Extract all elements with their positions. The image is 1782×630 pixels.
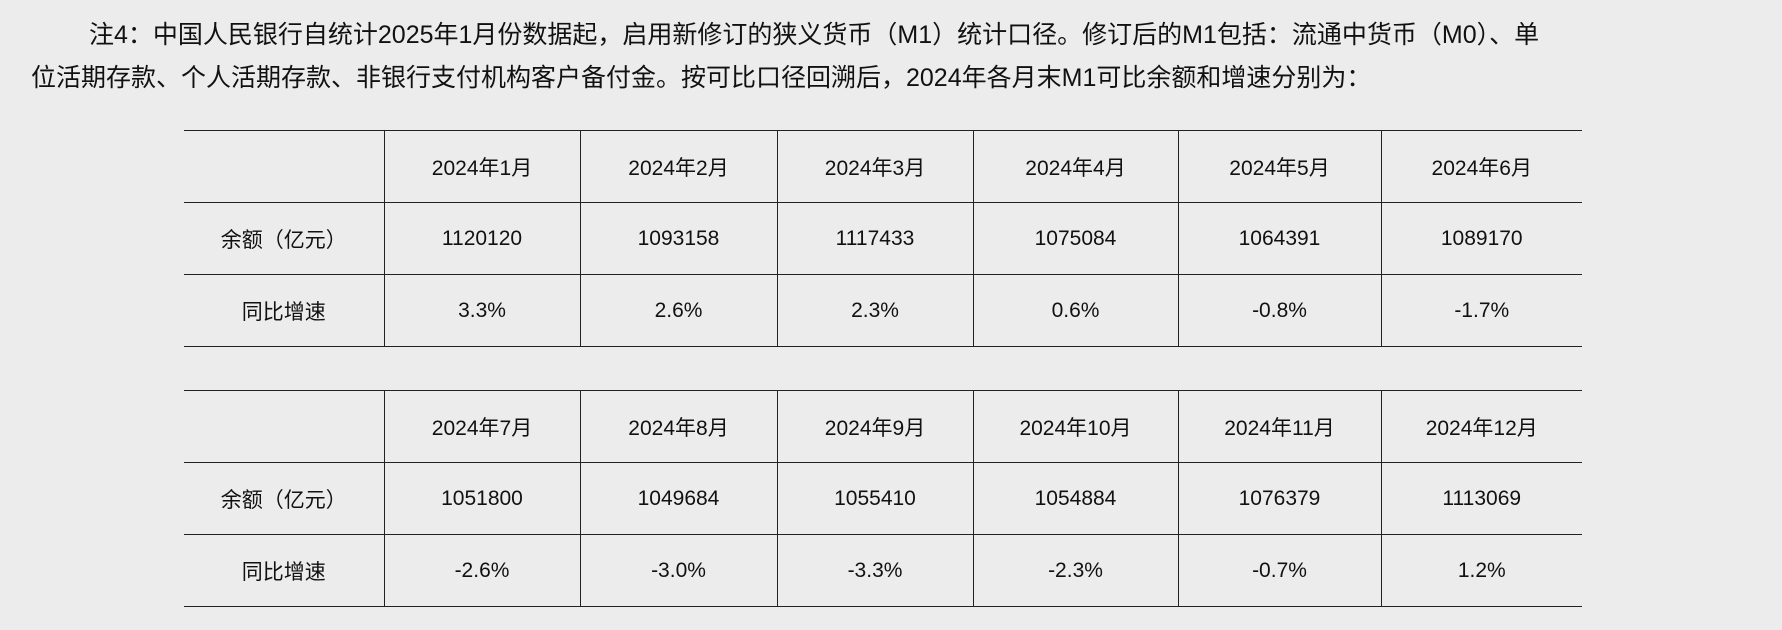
row-label: 同比增速 [184, 274, 384, 347]
cell: 1093158 [579, 202, 777, 275]
cell: -2.6% [383, 534, 580, 607]
note-line: 位活期存款、个人活期存款、非银行支付机构客户备付金。按可比口径回溯后，2024年… [31, 64, 1372, 92]
data-table: 2024年7月 2024年8月 2024年9月 2024年10月 2024年11月 202… [184, 390, 1582, 607]
cell: 1055410 [776, 462, 973, 535]
cell: 0.6% [972, 274, 1178, 347]
data-row: 同比增速 -2.6% -3.0% -3.3% -2.3% -0.7% 1.2% [184, 534, 1582, 607]
header-row: 2024年1月 2024年2月 2024年3月 2024年4月 2024年5月 2024年… [184, 130, 1582, 203]
cell: -0.7% [1177, 534, 1381, 607]
row-label: 同比增速 [184, 534, 384, 607]
cell: -3.0% [579, 534, 777, 607]
cell: 1089170 [1380, 202, 1582, 275]
header-cell: 2024年6月 [1380, 130, 1582, 203]
row-label: 余额（亿元） [184, 462, 384, 535]
cell: 3.3% [383, 274, 580, 347]
cell: -1.7% [1380, 274, 1582, 347]
cell: 1051800 [383, 462, 580, 535]
data-table: 2024年1月 2024年2月 2024年3月 2024年4月 2024年5月 2024年… [184, 130, 1582, 347]
cell: 1064391 [1177, 202, 1381, 275]
cell: 1117433 [776, 202, 973, 275]
header-cell: 2024年5月 [1177, 130, 1381, 203]
header-cell: 2024年11月 [1177, 390, 1381, 463]
header-cell: 2024年9月 [776, 390, 973, 463]
row-label: 余额（亿元） [184, 202, 384, 275]
cell: 1113069 [1380, 462, 1582, 535]
cell: -2.3% [972, 534, 1178, 607]
note-line: 注4：中国人民银行自统计2025年1月份数据起，启用新修订的狭义货币（M1）统计… [89, 21, 1540, 49]
cell: 1054884 [972, 462, 1178, 535]
header-row: 2024年7月 2024年8月 2024年9月 2024年10月 2024年11月 202… [184, 390, 1582, 463]
data-row: 余额（亿元） 1120120 1093158 1117433 1075084 106439… [184, 202, 1582, 275]
data-row: 余额（亿元） 1051800 1049684 1055410 1054884 107637… [184, 462, 1582, 535]
cell: 1076379 [1177, 462, 1381, 535]
cell: 1049684 [579, 462, 777, 535]
header-cell: 2024年12月 [1380, 390, 1582, 463]
cell: 1.2% [1380, 534, 1582, 607]
header-cell: 2024年8月 [579, 390, 777, 463]
header-cell: 2024年2月 [579, 130, 777, 203]
header-cell: 2024年4月 [972, 130, 1178, 203]
note: 注4：中国人民银行自统计2025年1月份数据起，启用新修订的狭义货币（M1）统计… [31, 14, 1751, 100]
cell: 1120120 [383, 202, 580, 275]
cell: 1075084 [972, 202, 1178, 275]
corner-cell [184, 390, 384, 463]
header-cell: 2024年7月 [383, 390, 580, 463]
cell: 2.3% [776, 274, 973, 347]
corner-cell [184, 130, 384, 203]
header-cell: 2024年1月 [383, 130, 580, 203]
data-row: 同比增速 3.3% 2.6% 2.3% 0.6% -0.8% -1.7% [184, 274, 1582, 347]
header-cell: 2024年10月 [972, 390, 1178, 463]
cell: 2.6% [579, 274, 777, 347]
header-cell: 2024年3月 [776, 130, 973, 203]
cell: -0.8% [1177, 274, 1381, 347]
cell: -3.3% [776, 534, 973, 607]
